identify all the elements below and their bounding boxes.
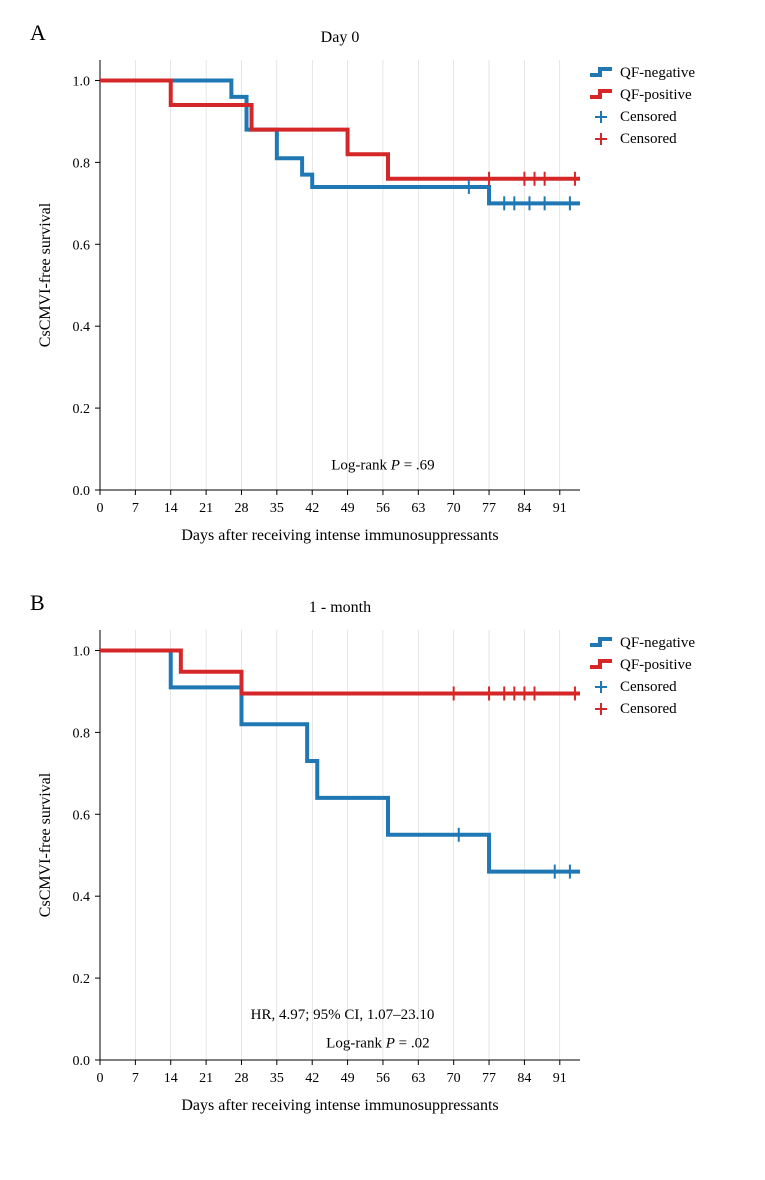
x-tick-label: 14: [164, 501, 178, 516]
x-tick-label: 0: [97, 501, 104, 516]
km-negative-line: [100, 650, 580, 871]
x-tick-label: 35: [270, 501, 284, 516]
figure: A Day 00.00.20.40.60.81.0CsCMVI-free sur…: [20, 20, 745, 1130]
x-tick-label: 21: [199, 501, 213, 516]
y-tick-label: 0.0: [73, 1054, 91, 1069]
x-tick-label: 70: [447, 1071, 461, 1086]
y-tick-label: 0.0: [73, 484, 91, 499]
x-tick-label: 77: [482, 501, 496, 516]
legend-swatch: [590, 639, 612, 645]
annotation: Log-rank P = .69: [331, 458, 434, 474]
panel-b-plot: 1 - month 0.0 0.2 0.4 0.6 0.8 1.0 CsCMVI-free s…: [20, 590, 745, 1130]
legend-label: Censored: [620, 679, 677, 695]
x-tick-label: 77: [482, 1071, 496, 1086]
legend-label: Censored: [620, 701, 677, 717]
x-tick-label: 42: [305, 1071, 319, 1086]
x-tick-label: 28: [234, 501, 248, 516]
y-tick-label: 0.4: [73, 320, 91, 335]
x-tick-label: 28: [234, 1071, 248, 1086]
x-tick-label: 91: [553, 1071, 567, 1086]
y-axis-label: CsCMVI-free survival: [37, 772, 54, 917]
y-tick-label: 1.0: [73, 644, 91, 659]
x-tick-label: 7: [132, 501, 139, 516]
x-tick-label: 0: [97, 1071, 104, 1086]
legend-swatch: [590, 661, 612, 667]
chart-title: Day 0: [321, 29, 360, 46]
legend-label: QF-positive: [620, 657, 692, 673]
y-tick-label: 0.2: [73, 972, 91, 987]
x-tick-label: 63: [411, 1071, 425, 1086]
legend-label: QF-negative: [620, 635, 695, 651]
y-tick-label: 0.6: [73, 808, 91, 823]
y-axis-label: CsCMVI-free survival: [37, 202, 54, 347]
panel-a-svg: Day 0 0.0 0.2 0.4 0.6 0.8 1.0 CsCMVI-free survi…: [20, 20, 745, 560]
legend-label: QF-negative: [620, 65, 695, 81]
x-tick-label: 49: [341, 1071, 355, 1086]
y-tick-label: 0.2: [73, 402, 91, 417]
x-tick-label: 7: [132, 1071, 139, 1086]
x-tick-label: 14: [164, 1071, 178, 1086]
x-tick-label: 35: [270, 1071, 284, 1086]
panel-b-svg: 1 - month 0.0 0.2 0.4 0.6 0.8 1.0 CsCMVI-free s…: [20, 590, 745, 1130]
x-tick-label: 84: [517, 501, 531, 516]
x-tick-label: 21: [199, 1071, 213, 1086]
y-tick-label: 0.4: [73, 890, 91, 905]
annotation: HR, 4.97; 95% CI, 1.07–23.10: [251, 1007, 435, 1023]
panel-a-plot: Day 0 0.0 0.2 0.4 0.6 0.8 1.0 CsCMVI-free survi…: [20, 20, 745, 560]
annotation: Log-rank P = .02: [326, 1036, 429, 1052]
x-tick-label: 84: [517, 1071, 531, 1086]
legend-swatch: [590, 91, 612, 97]
y-tick-label: 0.6: [73, 238, 91, 253]
legend-label: QF-positive: [620, 87, 692, 103]
panel-b: B 1 - month0.00.20.40.60.81.0CsCMVI-free…: [20, 590, 745, 1130]
legend-swatch: [590, 69, 612, 75]
x-tick-label: 56: [376, 501, 390, 516]
x-tick-label: 63: [411, 501, 425, 516]
legend-label: Censored: [620, 131, 677, 147]
panel-a: A Day 00.00.20.40.60.81.0CsCMVI-free sur…: [20, 20, 745, 560]
x-tick-label: 49: [341, 501, 355, 516]
legend-label: Censored: [620, 109, 677, 125]
km-positive-line: [100, 80, 580, 178]
x-axis-label: Days after receiving intense immunosuppr…: [181, 1097, 498, 1114]
y-tick-label: 0.8: [73, 156, 91, 171]
x-tick-label: 42: [305, 501, 319, 516]
chart-title: 1 - month: [309, 599, 371, 616]
x-tick-label: 91: [553, 501, 567, 516]
y-tick-label: 0.8: [73, 726, 91, 741]
x-tick-label: 70: [447, 501, 461, 516]
y-tick-label: 1.0: [73, 74, 91, 89]
x-tick-label: 56: [376, 1071, 390, 1086]
x-axis-label: Days after receiving intense immunosuppr…: [181, 527, 498, 544]
